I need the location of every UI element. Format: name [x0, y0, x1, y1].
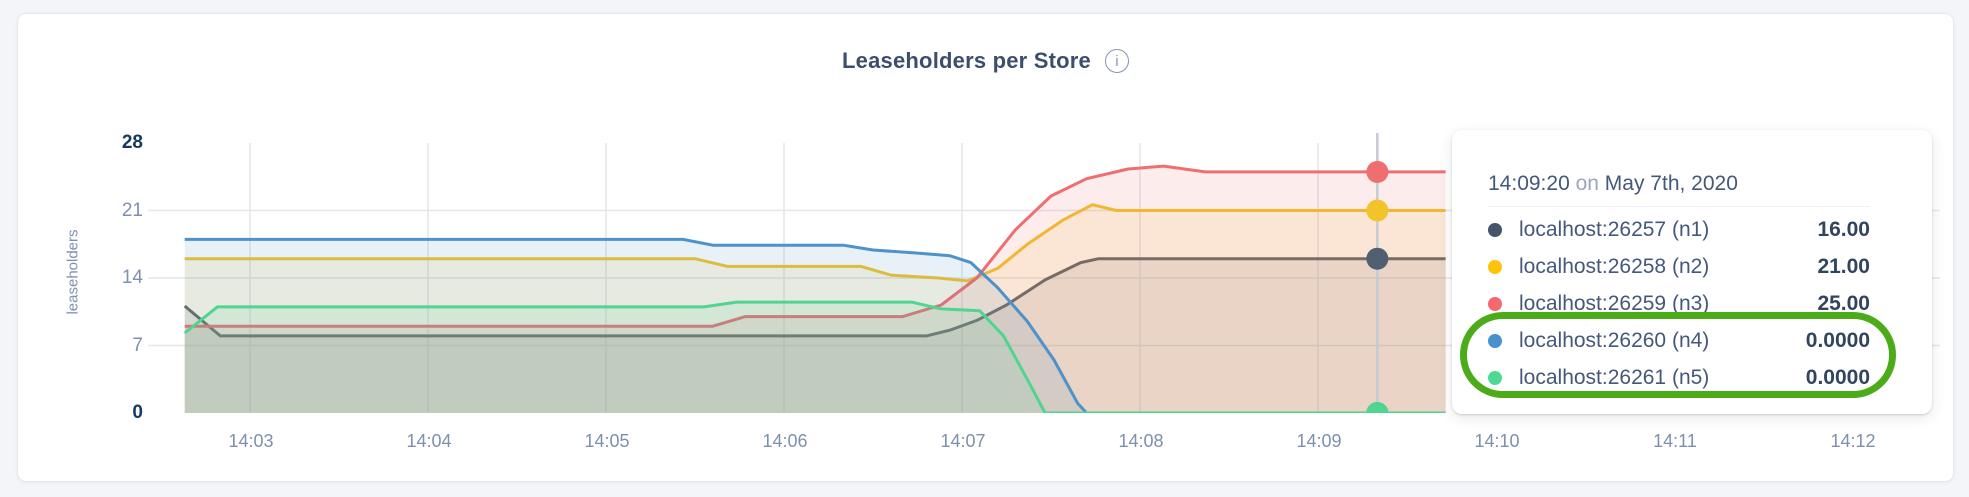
- y-tick-label: 7: [132, 334, 143, 356]
- chart-header: Leaseholders per Store i: [18, 48, 1953, 74]
- hover-point: [1366, 160, 1389, 183]
- tooltip-timestamp: 14:09:20 on May 7th, 2020: [1488, 172, 1870, 207]
- tooltip-row: localhost:26259 (n3) 25.00: [1488, 285, 1870, 322]
- series-line: [184, 203, 1446, 283]
- x-tick-label: 14:09: [1296, 431, 1342, 451]
- series-line: [184, 237, 1446, 413]
- series-color-dot: [1488, 370, 1502, 385]
- y-tick-label: 14: [121, 267, 143, 288]
- series-value: 25.00: [1817, 291, 1870, 315]
- series-area: [184, 204, 1446, 413]
- x-tick-label: 14:07: [940, 431, 986, 451]
- hover-point: [1366, 247, 1389, 270]
- series-name: localhost:26261 (n5): [1519, 365, 1710, 389]
- series-name: localhost:26260 (n4): [1519, 328, 1710, 352]
- x-tick-label: 14:03: [228, 431, 274, 451]
- x-tick-label: 14:04: [406, 431, 452, 451]
- series-area: [184, 166, 1446, 413]
- series-value: 0.0000: [1805, 365, 1870, 389]
- series-value: 16.00: [1817, 217, 1870, 241]
- y-tick-label: 21: [121, 199, 143, 221]
- series-area: [184, 239, 1446, 413]
- x-tick-label: 14:12: [1830, 431, 1876, 451]
- series-name: localhost:26257 (n1): [1519, 217, 1710, 241]
- chart-title: Leaseholders per Store: [842, 48, 1091, 73]
- series-color-dot: [1488, 333, 1502, 348]
- tooltip-time: 14:09:20: [1488, 172, 1570, 195]
- series-value: 21.00: [1817, 254, 1870, 278]
- series-name: localhost:26259 (n3): [1519, 291, 1710, 315]
- series-value: 0.0000: [1805, 328, 1870, 352]
- y-tick-label: 0: [132, 402, 143, 423]
- tooltip-date: May 7th, 2020: [1604, 172, 1738, 195]
- series-name: localhost:26258 (n2): [1519, 254, 1710, 278]
- tooltip-series-list: localhost:26257 (n1) 16.00 localhost:26258…: [1488, 211, 1870, 396]
- tooltip-row: localhost:26261 (n5) 0.0000: [1488, 359, 1870, 396]
- tooltip-row: localhost:26257 (n1) 16.00: [1488, 211, 1870, 248]
- hover-point: [1366, 402, 1389, 413]
- x-tick-label: 14:11: [1653, 431, 1697, 451]
- info-icon-glyph: i: [1115, 52, 1119, 70]
- tooltip-row: localhost:26260 (n4) 0.0000: [1488, 322, 1870, 359]
- series-line: [183, 300, 1446, 413]
- series-color-dot: [1488, 222, 1502, 237]
- tooltip-row: localhost:26258 (n2) 21.00: [1488, 248, 1870, 285]
- series-line: [184, 164, 1446, 328]
- chart-tooltip: 14:09:20 on May 7th, 2020 localhost:2625…: [1452, 130, 1932, 414]
- info-icon[interactable]: i: [1104, 49, 1129, 73]
- x-tick-label: 14:08: [1118, 431, 1164, 451]
- tooltip-connector: on: [1575, 172, 1599, 195]
- series-color-dot: [1488, 296, 1502, 311]
- series-color-dot: [1488, 259, 1502, 274]
- x-tick-label: 14:06: [762, 431, 808, 451]
- series-line: [183, 257, 1446, 338]
- series-area: [184, 258, 1446, 413]
- series-group: [183, 133, 1446, 413]
- x-tick-label: 14:10: [1474, 431, 1520, 451]
- hover-point: [1366, 199, 1389, 222]
- series-area: [184, 302, 1446, 413]
- y-tick-label: 28: [121, 132, 143, 153]
- x-tick-label: 14:05: [584, 431, 630, 451]
